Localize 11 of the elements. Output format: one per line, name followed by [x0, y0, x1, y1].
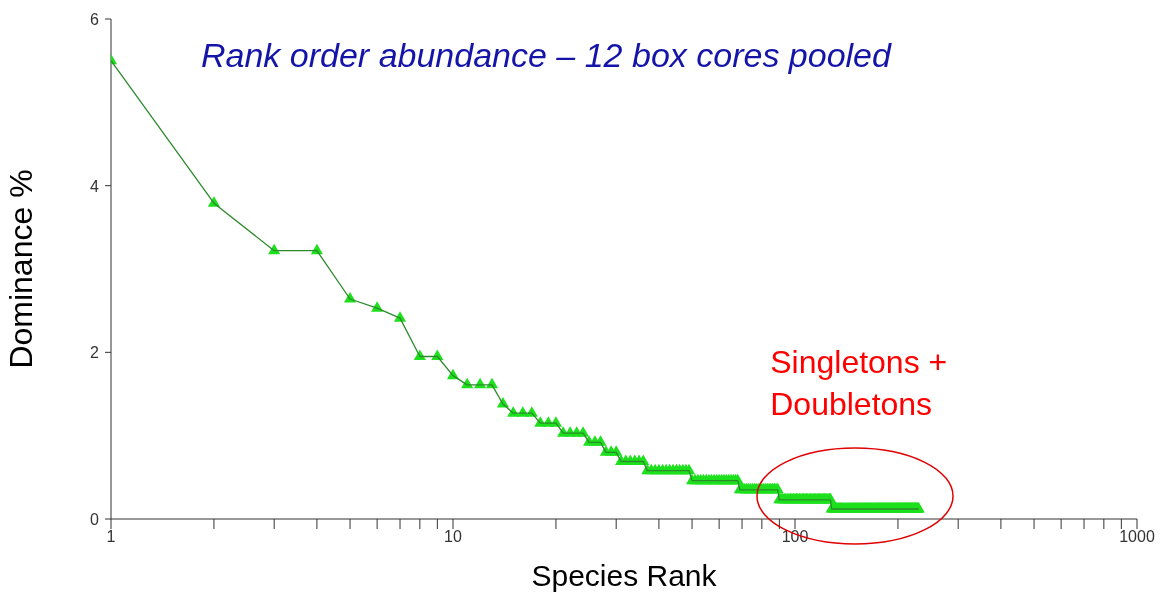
- x-axis-title: Species Rank: [531, 559, 718, 592]
- annotation: Singletons + Doubletons: [770, 343, 949, 425]
- y-tick-label: 0: [90, 511, 100, 528]
- x-tick-label: 1: [106, 528, 116, 546]
- y-tick-label: 2: [90, 344, 100, 362]
- text: Rank order abundance – 12 box cores pooled: [201, 36, 891, 75]
- y-tick-label: 6: [90, 11, 100, 28]
- x-tick-label: 1000: [1119, 528, 1155, 546]
- x-tick-label: 10: [444, 528, 462, 546]
- y-axis-title: Dominance %: [3, 169, 40, 369]
- y-tick-label: 4: [90, 177, 100, 195]
